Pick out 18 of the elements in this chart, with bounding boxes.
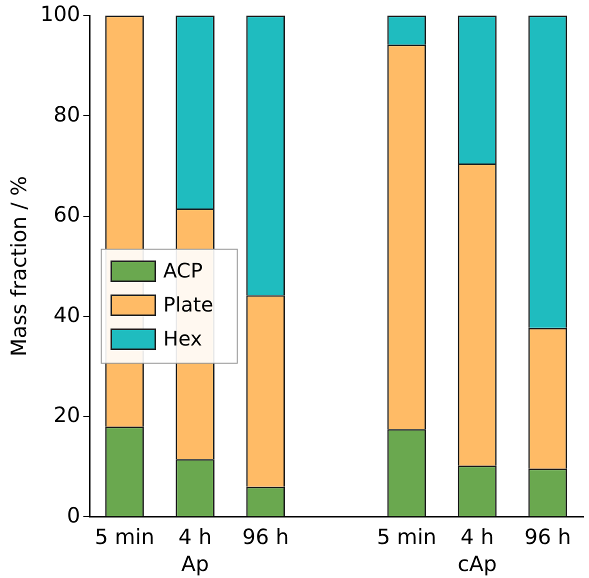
legend-label: Hex [163,326,202,350]
x-tick-label: 96 h [242,524,289,549]
x-tick-label: 5 min [376,524,436,549]
y-tick-label: 40 [54,302,80,327]
x-tick-label: 4 h [460,524,494,549]
y-tick-label: 20 [54,403,80,428]
y-axis-title: Mass fraction / % [7,176,32,356]
y-tick-label: 60 [54,202,80,227]
y-tick-label: 80 [54,102,80,126]
y-tick-label: 100 [40,2,80,26]
x-tick-label: 4 h [178,524,212,549]
x-tick-label: 5 min [94,524,154,549]
text: Ap [181,552,209,576]
legend-label: ACP [163,258,203,282]
text: cAp [458,552,497,576]
legend-label: Plate [163,292,214,316]
x-tick-label: 96 h [524,524,572,549]
y-tick-label: 0 [66,503,80,528]
